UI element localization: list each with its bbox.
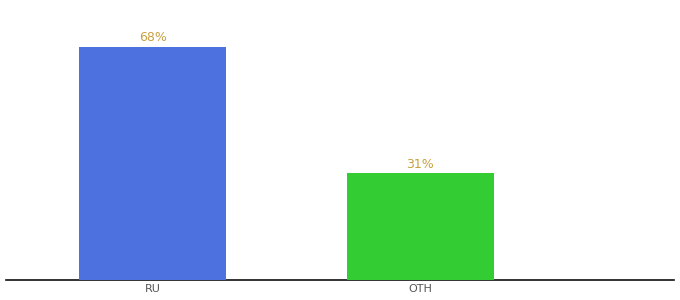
Text: 31%: 31% [407,158,434,171]
Text: 68%: 68% [139,31,167,44]
Bar [79,47,226,280]
Bar [347,173,494,280]
